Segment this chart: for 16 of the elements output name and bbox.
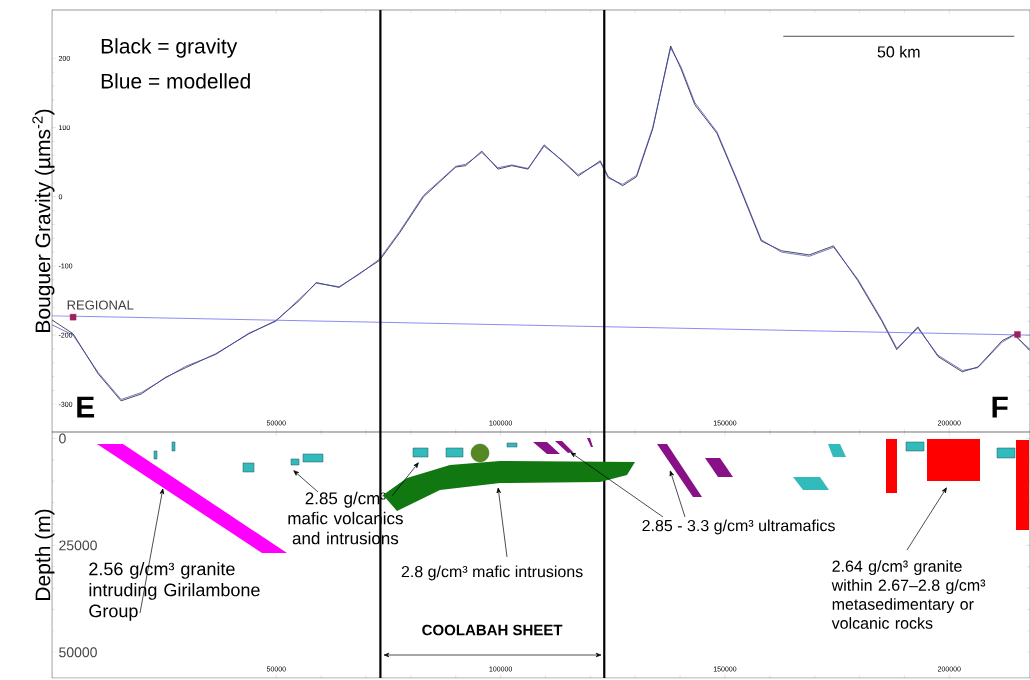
annotation: 2.8 g/cm³ mafic intrusions bbox=[401, 565, 583, 581]
annotation: E bbox=[77, 396, 95, 418]
annotation: 50 km bbox=[877, 45, 920, 58]
y-tick-label: 0 bbox=[59, 433, 66, 444]
y-tick-label: 50000 bbox=[59, 647, 97, 658]
annotation: Black = gravity bbox=[101, 38, 238, 58]
annotation: Blue = modelled bbox=[101, 73, 250, 89]
annotation: COOLABAH SHEET bbox=[422, 624, 563, 636]
annotation: 2.56 g/cm³ granite intruding Girilambone Group bbox=[89, 562, 260, 621]
y-axis-title: Bouguer Gravity (µms$^{-2}$) bbox=[32, 109, 55, 332]
annotation: 2.64 g/cm³ granite within 2.67–2.8 g/cm³ metasedimentary or volcanic rocks bbox=[831, 560, 986, 629]
y-tick-label: 25000 bbox=[59, 540, 97, 551]
annotation: 2.85 - 3.3 g/cm³ ultramafics bbox=[642, 519, 835, 535]
y-axis-title: Depth (m) bbox=[34, 509, 55, 600]
annotation: REGIONAL bbox=[67, 300, 134, 310]
annotation: F bbox=[992, 396, 1008, 418]
